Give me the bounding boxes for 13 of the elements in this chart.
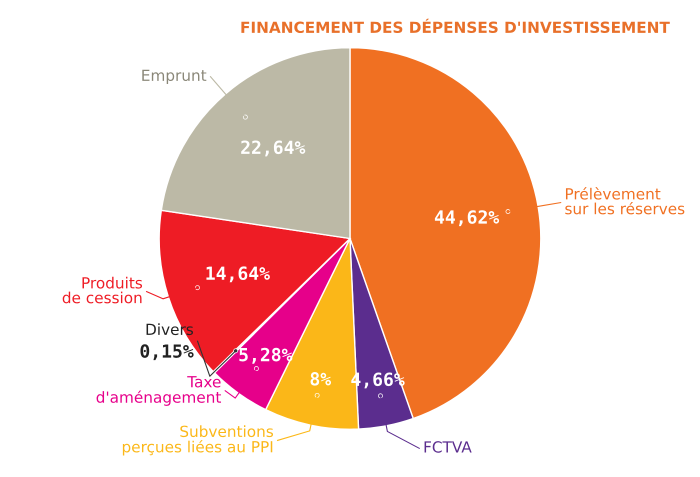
slice-label: Prélèvement sur les réserves [565,187,684,214]
slice-label: FCTVA [424,441,472,453]
chart-title: FINANCEMENT DES DÉPENSES D'INVESTISSEMENT [241,18,670,34]
data-label: 0,15% [140,344,194,360]
slice-label: Emprunt [142,70,206,84]
slice-label: Taxe d'aménagement [96,376,222,406]
data-label: 8% [310,372,332,386]
slice-label: Produits de cession [62,276,142,304]
slice-label: Subventions perçues liées au PPI [122,425,274,456]
data-label: 14,64% [206,266,270,282]
data-label: 44,62% [434,210,500,226]
data-label: 22,64% [241,140,306,156]
data-label: 5,28% [239,348,292,364]
